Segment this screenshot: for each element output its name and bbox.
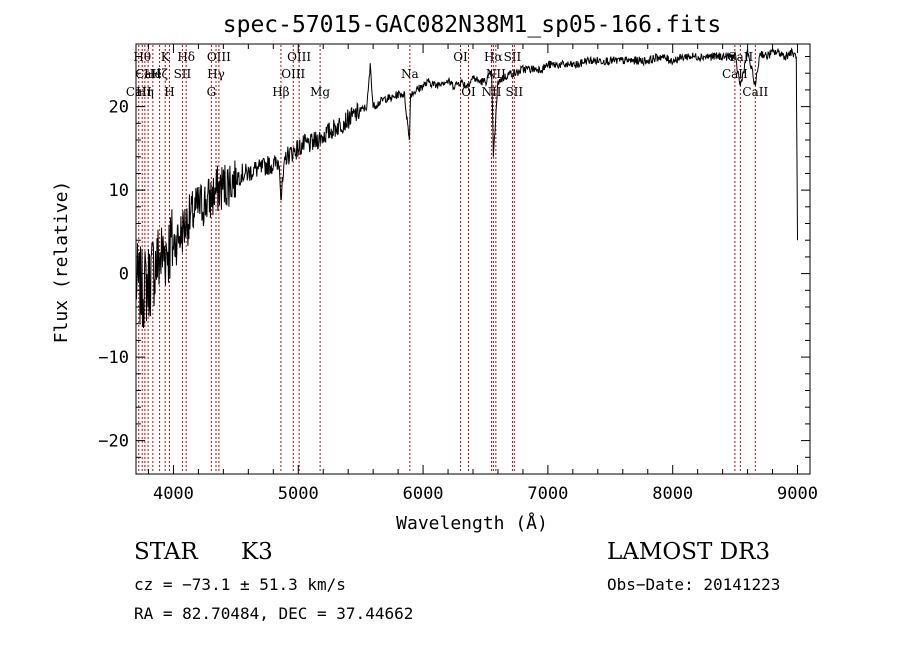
y-tick-label: −10 [98, 348, 129, 368]
x-tick-label: 5000 [278, 484, 319, 504]
x-tick-label: 4000 [153, 484, 194, 504]
y-tick-label: −20 [98, 432, 129, 452]
spectral-line-label: OI [453, 50, 468, 64]
object-class: STAR [134, 539, 198, 565]
spectral-line-label: SII [505, 85, 523, 99]
spectral-line-label: Hζ [151, 67, 168, 81]
spectral-line-labels: CaIIHθHηCaIIHéHζKHSIIHδGHγOIIIHβOIIIOII… [126, 50, 769, 99]
spectral-line-label: K [161, 50, 171, 64]
survey-name: LAMOST DR3 [607, 539, 771, 565]
x-tick-label: 8000 [652, 484, 693, 504]
y-axis: −20 −10 0 10 20 [98, 56, 810, 458]
x-tick-label: 7000 [527, 484, 568, 504]
y-tick-label: 20 [109, 98, 129, 118]
spectral-line-label: Hθ [133, 50, 151, 64]
spectral-line-label: CaII [742, 85, 768, 99]
spectral-line-label: Na [401, 67, 419, 81]
x-tick-label: 6000 [403, 484, 444, 504]
y-tick-label: 0 [119, 265, 129, 285]
spectral-line-label: SII [504, 50, 522, 64]
spectral-line-label: OI [461, 85, 476, 99]
redshift-velocity: cz = −73.1 ± 51.3 km/s [134, 575, 346, 594]
y-axis-label: Flux (relative) [51, 181, 72, 344]
spectral-line-label: OIII [207, 50, 231, 64]
x-tick-label: 9000 [777, 484, 818, 504]
chart-title: spec-57015-GAC082N38M1_sp05-166.fits [223, 12, 722, 38]
spectral-line-label: G [207, 85, 217, 99]
spectral-line-label: OIII [281, 67, 305, 81]
spectral-line-label: CaII [126, 85, 152, 99]
spectral-line-label: CaII [722, 67, 748, 81]
y-tick-label: 10 [109, 181, 129, 201]
spectral-line-label: Mg [310, 85, 330, 99]
spectral-line-label: OIII [287, 50, 311, 64]
spectral-line-label: Hα [484, 50, 503, 64]
spectral-line-label: SII [174, 67, 192, 81]
spectral-line-label: Hβ [272, 85, 289, 99]
spectral-line-label: CaII [135, 67, 161, 81]
spectral-line-label: Hδ [177, 50, 195, 64]
coordinates: RA = 82.70484, DEC = 37.44662 [134, 604, 414, 623]
object-subclass: K3 [241, 539, 273, 565]
spectral-line-label: Hγ [207, 67, 225, 81]
spectral-line-markers [138, 45, 756, 473]
x-axis-label: Wavelength (Å) [396, 512, 548, 534]
observation-date: Obs−Date: 20141223 [607, 575, 781, 594]
x-axis: 4000 5000 6000 7000 8000 9000 [147, 44, 818, 504]
spectral-line-label: Hη [136, 85, 154, 99]
spectral-line-label: Hé [144, 67, 162, 81]
plot-frame [135, 43, 811, 475]
spectral-line-label: H [164, 85, 174, 99]
spectrum-line [135, 47, 798, 328]
